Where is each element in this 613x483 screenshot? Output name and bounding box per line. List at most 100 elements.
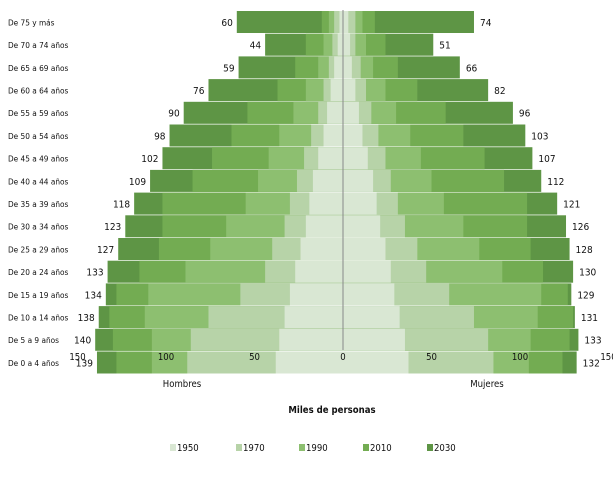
value-label-women: 74 [480, 18, 492, 29]
value-label-women: 131 [581, 313, 598, 324]
value-labels: 139 132 140 133 138 131 134 129 133 130 127 128 123 1… [74, 18, 602, 370]
bar-women-1950 [343, 192, 377, 215]
value-label-women: 133 [584, 336, 601, 347]
bars [95, 11, 579, 374]
legend-item-2030: 2030 [427, 443, 456, 454]
value-label-men: 140 [74, 336, 91, 347]
legend-label: 2010 [370, 443, 392, 454]
bar-men-1950 [337, 33, 343, 56]
value-label-women: 121 [563, 199, 580, 210]
age-group-label: De 65 a 69 años [8, 63, 69, 73]
value-label-men: 133 [86, 268, 103, 279]
legend-item-1950: 1950 [170, 443, 199, 454]
x-tick-label: 0 [340, 352, 345, 363]
x-axis-ticks: 150 100 50 0 50 100 150 [69, 352, 613, 363]
value-label-men: 90 [168, 109, 180, 120]
bar-men-1950 [279, 328, 343, 351]
bar-women-1950 [343, 124, 363, 147]
value-label-men: 139 [76, 358, 93, 369]
value-label-men: 134 [85, 290, 102, 301]
bar-men-1950 [339, 11, 343, 33]
left-side-label: Hombres [163, 379, 202, 390]
legend-item-1970: 1970 [236, 443, 265, 454]
legend-label: 1990 [306, 443, 328, 454]
bar-women-1950 [343, 306, 400, 329]
age-group-label: De 55 a 59 años [8, 108, 69, 118]
bar-women-1950 [343, 33, 351, 56]
age-group-label: De 30 a 34 años [8, 222, 69, 232]
age-group-label: De 75 y más [8, 17, 55, 27]
bar-women-1950 [343, 260, 391, 283]
bar-men-1950 [284, 306, 343, 329]
value-label-men: 118 [113, 199, 130, 210]
legend-label: 1970 [243, 443, 265, 454]
age-group-label: De 45 a 49 años [8, 154, 69, 164]
bar-men-1950 [300, 238, 343, 260]
legend-label: 1950 [177, 443, 199, 454]
x-axis-title: Miles de personas [288, 405, 375, 416]
value-label-women: 126 [572, 222, 589, 233]
value-label-men: 76 [193, 86, 205, 97]
value-label-men: 109 [129, 177, 146, 188]
bar-women-1950 [343, 147, 368, 170]
age-group-label: De 50 a 54 años [8, 131, 69, 141]
age-group-label: De 40 a 44 años [8, 176, 69, 186]
age-group-label: De 5 a 9 años [8, 335, 59, 345]
value-label-men: 123 [104, 222, 121, 233]
value-label-women: 129 [577, 290, 594, 301]
value-label-men: 127 [97, 245, 114, 256]
age-group-label: De 35 a 39 años [8, 199, 69, 209]
bar-men-1970 [334, 11, 343, 33]
value-label-men: 98 [154, 131, 166, 142]
bar-women-1950 [343, 11, 349, 33]
bar-women-1950 [343, 79, 356, 102]
value-label-men: 44 [250, 41, 262, 52]
value-label-men: 102 [141, 154, 158, 165]
age-group-label: De 10 a 14 años [8, 312, 69, 322]
bar-women-1950 [343, 328, 405, 351]
value-label-women: 112 [547, 177, 564, 188]
legend-swatch [170, 444, 176, 451]
bar-women-1950 [343, 351, 409, 374]
bar-women-1950 [343, 215, 381, 238]
value-label-women: 130 [579, 268, 596, 279]
legend-item-1990: 1990 [299, 443, 328, 454]
legend-item-2010: 2010 [363, 443, 392, 454]
value-label-women: 107 [538, 154, 555, 165]
bar-women-1950 [343, 56, 352, 79]
value-label-women: 128 [576, 245, 593, 256]
legend-swatch [363, 444, 369, 451]
value-label-women: 132 [583, 358, 600, 369]
value-label-men: 138 [78, 313, 95, 324]
bar-men-1950 [295, 260, 343, 283]
value-label-women: 66 [466, 63, 478, 74]
legend: 1950 1970 1990 2010 2030 [170, 443, 456, 454]
x-tick-label: 150 [69, 352, 85, 363]
bar-women-1950 [343, 238, 386, 260]
bar-men-1950 [330, 79, 343, 102]
age-group-label: De 0 a 4 años [8, 358, 59, 368]
x-tick-label: 50 [426, 352, 437, 363]
bar-men-1950 [305, 215, 343, 238]
legend-swatch [299, 444, 305, 451]
age-group-label: De 15 a 19 años [8, 290, 69, 300]
bar-men-1950 [318, 147, 343, 170]
bar-men-1950 [312, 169, 343, 192]
legend-label: 2030 [434, 443, 456, 454]
bar-men-2030 [236, 11, 343, 33]
legend-swatch [427, 444, 433, 451]
value-label-men: 59 [223, 63, 235, 74]
value-label-women: 82 [494, 86, 505, 97]
age-group-label: De 20 a 24 años [8, 267, 69, 277]
bar-women-1950 [343, 283, 395, 306]
value-label-women: 103 [531, 131, 548, 142]
age-labels: De 0 a 4 años De 5 a 9 años De 10 a 14 año… [8, 17, 69, 368]
bar-women-1950 [343, 169, 374, 192]
x-tick-label: 100 [158, 352, 174, 363]
right-side-label: Mujeres [470, 379, 504, 390]
bar-men-1950 [323, 124, 343, 147]
value-label-women: 96 [519, 109, 531, 120]
bar-men-1950 [275, 351, 343, 374]
value-label-men: 60 [221, 18, 233, 29]
